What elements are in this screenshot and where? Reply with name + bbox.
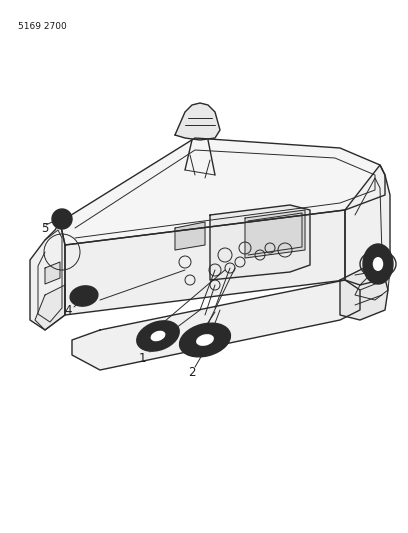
Polygon shape	[65, 210, 345, 315]
Text: 5169 2700: 5169 2700	[18, 22, 67, 31]
Ellipse shape	[76, 290, 92, 302]
Text: 2: 2	[188, 367, 196, 379]
Polygon shape	[245, 210, 305, 258]
Polygon shape	[60, 138, 385, 245]
Polygon shape	[35, 285, 65, 330]
Polygon shape	[175, 103, 220, 140]
Polygon shape	[345, 165, 390, 285]
Ellipse shape	[368, 251, 388, 277]
Polygon shape	[175, 222, 205, 250]
Polygon shape	[210, 205, 310, 280]
Polygon shape	[355, 260, 390, 300]
Polygon shape	[72, 280, 360, 370]
Polygon shape	[45, 262, 60, 284]
Ellipse shape	[373, 257, 383, 271]
Ellipse shape	[196, 334, 214, 346]
Ellipse shape	[70, 286, 98, 306]
Ellipse shape	[80, 293, 88, 299]
Ellipse shape	[180, 323, 231, 357]
Ellipse shape	[188, 329, 222, 351]
Ellipse shape	[137, 321, 179, 351]
Text: 4: 4	[64, 303, 72, 317]
Text: 3: 3	[380, 246, 388, 260]
Polygon shape	[30, 222, 65, 330]
Ellipse shape	[144, 326, 172, 346]
Ellipse shape	[151, 330, 165, 341]
Text: 1: 1	[138, 351, 146, 365]
Circle shape	[52, 209, 72, 229]
Circle shape	[56, 214, 67, 224]
Text: 5: 5	[41, 222, 49, 235]
Polygon shape	[340, 260, 388, 320]
Ellipse shape	[363, 244, 393, 284]
